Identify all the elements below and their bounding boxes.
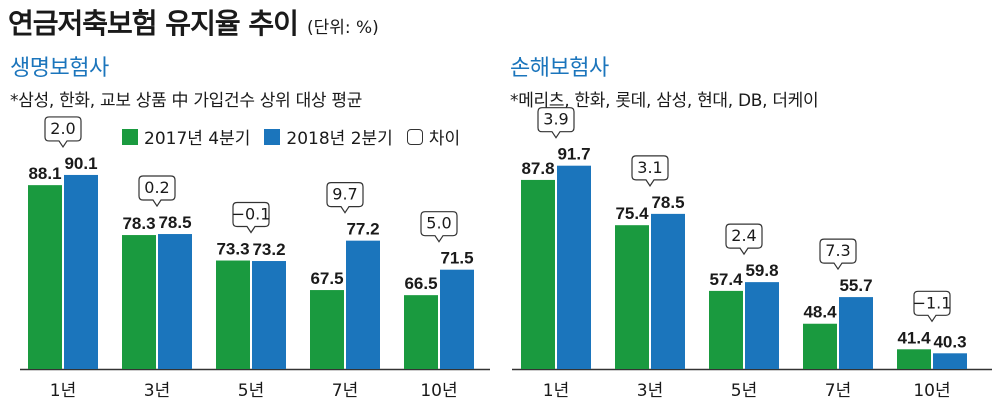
diff-label-0-2: −0.1 [232, 205, 271, 224]
legend-item-2018q2: 2018년 2분기 [264, 124, 393, 149]
diff-callout-1-1 [631, 155, 669, 187]
bar-1-1-0 [615, 225, 649, 369]
diff-callout-0-1 [138, 175, 176, 208]
value-label-0-2-1: 73.2 [252, 240, 285, 259]
bar-0-3-0 [310, 290, 344, 369]
legend-item-2017q4: 2017년 4분기 [122, 124, 250, 149]
panel-note-life: *삼성, 한화, 교보 상품 中 가입건수 상위 대상 평균 [10, 91, 363, 111]
category-label-1-0: 1년 [543, 381, 569, 401]
bar-0-1-0 [122, 235, 156, 369]
bar-1-3-1 [839, 297, 873, 369]
value-label-1-4-0: 41.4 [897, 328, 931, 347]
chart-title: 연금저축보험 유지율 추이 [8, 7, 299, 40]
value-label-0-3-1: 77.2 [346, 220, 379, 239]
diff-label-0-4: 5.0 [426, 214, 451, 233]
diff-callout-0-3 [326, 182, 364, 214]
panel-note-nonlife: *메리츠, 한화, 롯데, 삼성, 현대, DB, 더케이 [510, 91, 819, 111]
title-row: 연금저축보험 유지율 추이 (단위: %) [8, 2, 379, 42]
value-label-1-1-1: 78.5 [651, 193, 684, 212]
legend: 2017년 4분기 2018년 2분기 차이 [122, 124, 474, 149]
diff-callout-0-2 [232, 201, 270, 234]
bar-1-3-0 [803, 323, 837, 369]
bar-0-1-1 [158, 234, 192, 369]
value-label-1-1-0: 75.4 [615, 204, 649, 223]
category-label-0-1: 3년 [144, 381, 170, 401]
bar-1-4-1 [933, 353, 967, 369]
bar-0-2-1 [252, 261, 286, 369]
bar-1-1-1 [651, 213, 685, 369]
legend-swatch-2017q4 [122, 128, 138, 145]
value-label-1-0-0: 87.8 [521, 159, 554, 178]
value-label-0-0-1: 90.1 [64, 154, 97, 173]
legend-item-diff: 차이 [406, 124, 461, 149]
bar-1-4-0 [897, 349, 931, 369]
bar-1-2-1 [745, 282, 779, 369]
value-label-1-3-0: 48.4 [803, 303, 837, 322]
diff-label-1-2: 2.4 [731, 226, 756, 245]
bar-1-2-0 [709, 290, 743, 369]
value-label-0-3-0: 67.5 [310, 269, 343, 288]
value-label-0-1-0: 78.3 [122, 214, 155, 233]
legend-label-diff: 차이 [428, 129, 461, 149]
category-label-1-4: 10년 [913, 381, 950, 401]
unit-label: (단위: %) [306, 18, 379, 38]
value-label-0-4-1: 71.5 [440, 249, 473, 268]
diff-callout-0-0 [44, 116, 82, 149]
legend-label-2018q2: 2018년 2분기 [286, 129, 393, 149]
value-label-0-1-1: 78.5 [158, 213, 191, 232]
diff-label-0-0: 2.0 [50, 119, 75, 138]
diff-callout-1-4 [913, 290, 951, 323]
category-label-1-1: 3년 [637, 381, 663, 401]
bar-0-4-1 [440, 269, 474, 369]
diff-callout-1-2 [725, 223, 763, 256]
value-label-1-2-1: 59.8 [745, 261, 778, 280]
diff-label-1-0: 3.9 [543, 110, 568, 129]
bar-1-0-0 [521, 179, 555, 369]
category-label-0-2: 5년 [238, 381, 264, 401]
bar-0-3-1 [346, 240, 380, 369]
category-label-0-3: 7년 [332, 381, 358, 401]
diff-callout-0-4 [420, 211, 458, 243]
category-label-1-2: 5년 [731, 381, 757, 401]
diff-callout-1-3 [819, 238, 857, 271]
diff-label-1-3: 7.3 [825, 241, 850, 260]
value-label-1-3-1: 55.7 [839, 276, 872, 295]
value-label-0-0-0: 88.1 [28, 164, 61, 183]
diff-label-1-4: −1.1 [913, 293, 952, 312]
value-label-1-0-1: 91.7 [557, 145, 590, 164]
legend-swatch-diff [406, 128, 423, 145]
value-label-1-2-0: 57.4 [709, 270, 743, 289]
diff-callout-1-0 [537, 107, 575, 139]
bar-0-0-1 [64, 174, 98, 369]
bar-1-0-1 [557, 165, 591, 369]
diff-label-1-1: 3.1 [637, 158, 662, 177]
panel-title-life: 생명보험사 [10, 56, 109, 81]
bar-0-0-0 [28, 185, 62, 369]
category-label-1-3: 7년 [825, 381, 851, 401]
category-label-0-0: 1년 [50, 381, 76, 401]
legend-label-2017q4: 2017년 4분기 [144, 129, 251, 149]
value-label-1-4-1: 40.3 [933, 332, 966, 351]
diff-label-0-3: 9.7 [332, 185, 357, 204]
panel-title-nonlife: 손해보험사 [510, 56, 609, 81]
diff-label-0-1: 0.2 [144, 178, 169, 197]
legend-swatch-2018q2 [264, 128, 281, 145]
bar-0-2-0 [216, 260, 250, 369]
value-label-0-2-0: 73.3 [216, 240, 249, 259]
bar-0-4-0 [404, 295, 438, 369]
category-label-0-4: 10년 [420, 381, 457, 401]
value-label-0-4-0: 66.5 [404, 274, 437, 293]
